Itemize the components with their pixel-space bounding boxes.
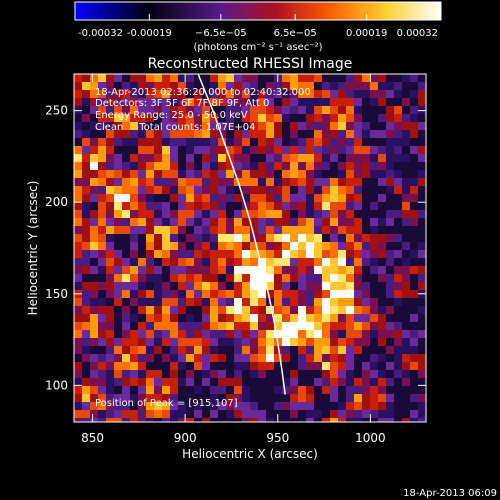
y-tick-label: 200	[45, 195, 68, 209]
colorbar-tick-label: 0.00032	[397, 28, 438, 39]
colorbar-tick-label: −6.5e−05	[195, 28, 247, 39]
x-axis-label: Heliocentric X (arcsec)	[182, 447, 318, 461]
y-tick-label: 250	[45, 104, 68, 118]
x-tick-label: 850	[81, 431, 104, 445]
y-tick-label: 150	[45, 287, 68, 301]
y-axis: 100 150 200 250	[45, 104, 426, 392]
colorbar-unit-label: (photons cm⁻² s⁻¹ asec⁻²)	[193, 42, 322, 53]
y-axis-label: Heliocentric Y (arcsec)	[26, 181, 40, 316]
x-tick-label: 900	[174, 431, 197, 445]
y-tick-label: 100	[45, 378, 68, 392]
annotation-detectors: Detectors: 3F 5F 6F 7F 8F 9F, Att 0	[95, 98, 269, 109]
colorbar-tick-label: -0.00019	[127, 28, 172, 39]
x-tick-label: 1000	[355, 431, 386, 445]
footer-timestamp: 18-Apr-2013 06:09	[403, 488, 497, 499]
x-axis: 850 900 950 1000	[81, 74, 386, 445]
annotation-time: 18-Apr-2013 02:36:20.000 to 02:40:32.000	[95, 87, 311, 98]
annotation-energy: Energy Range: 25.0 - 50.0 keV	[95, 110, 248, 121]
colorbar: -0.00032 -0.00019 −6.5e−05 6.5e−05 0.00019 0.…	[74, 1, 442, 53]
plot-frame	[73, 73, 427, 423]
chart-title: Reconstructed RHESSI Image	[148, 56, 353, 72]
colorbar-tick-label: -0.00032	[78, 28, 123, 39]
annotation-clean: Clean Total counts: 1.07E+04	[95, 122, 255, 133]
solar-limb-line	[197, 74, 286, 395]
x-tick-label: 950	[266, 431, 289, 445]
heatmap-image	[74, 74, 426, 422]
peak-position-label: Position of Peak = [915,107]	[95, 398, 238, 409]
colorbar-gradient	[74, 1, 442, 21]
colorbar-tick-label: 0.00019	[346, 28, 387, 39]
colorbar-tick-label: 6.5e−05	[274, 28, 317, 39]
annotation-block: 18-Apr-2013 02:36:20.000 to 02:40:32.000…	[95, 87, 311, 409]
